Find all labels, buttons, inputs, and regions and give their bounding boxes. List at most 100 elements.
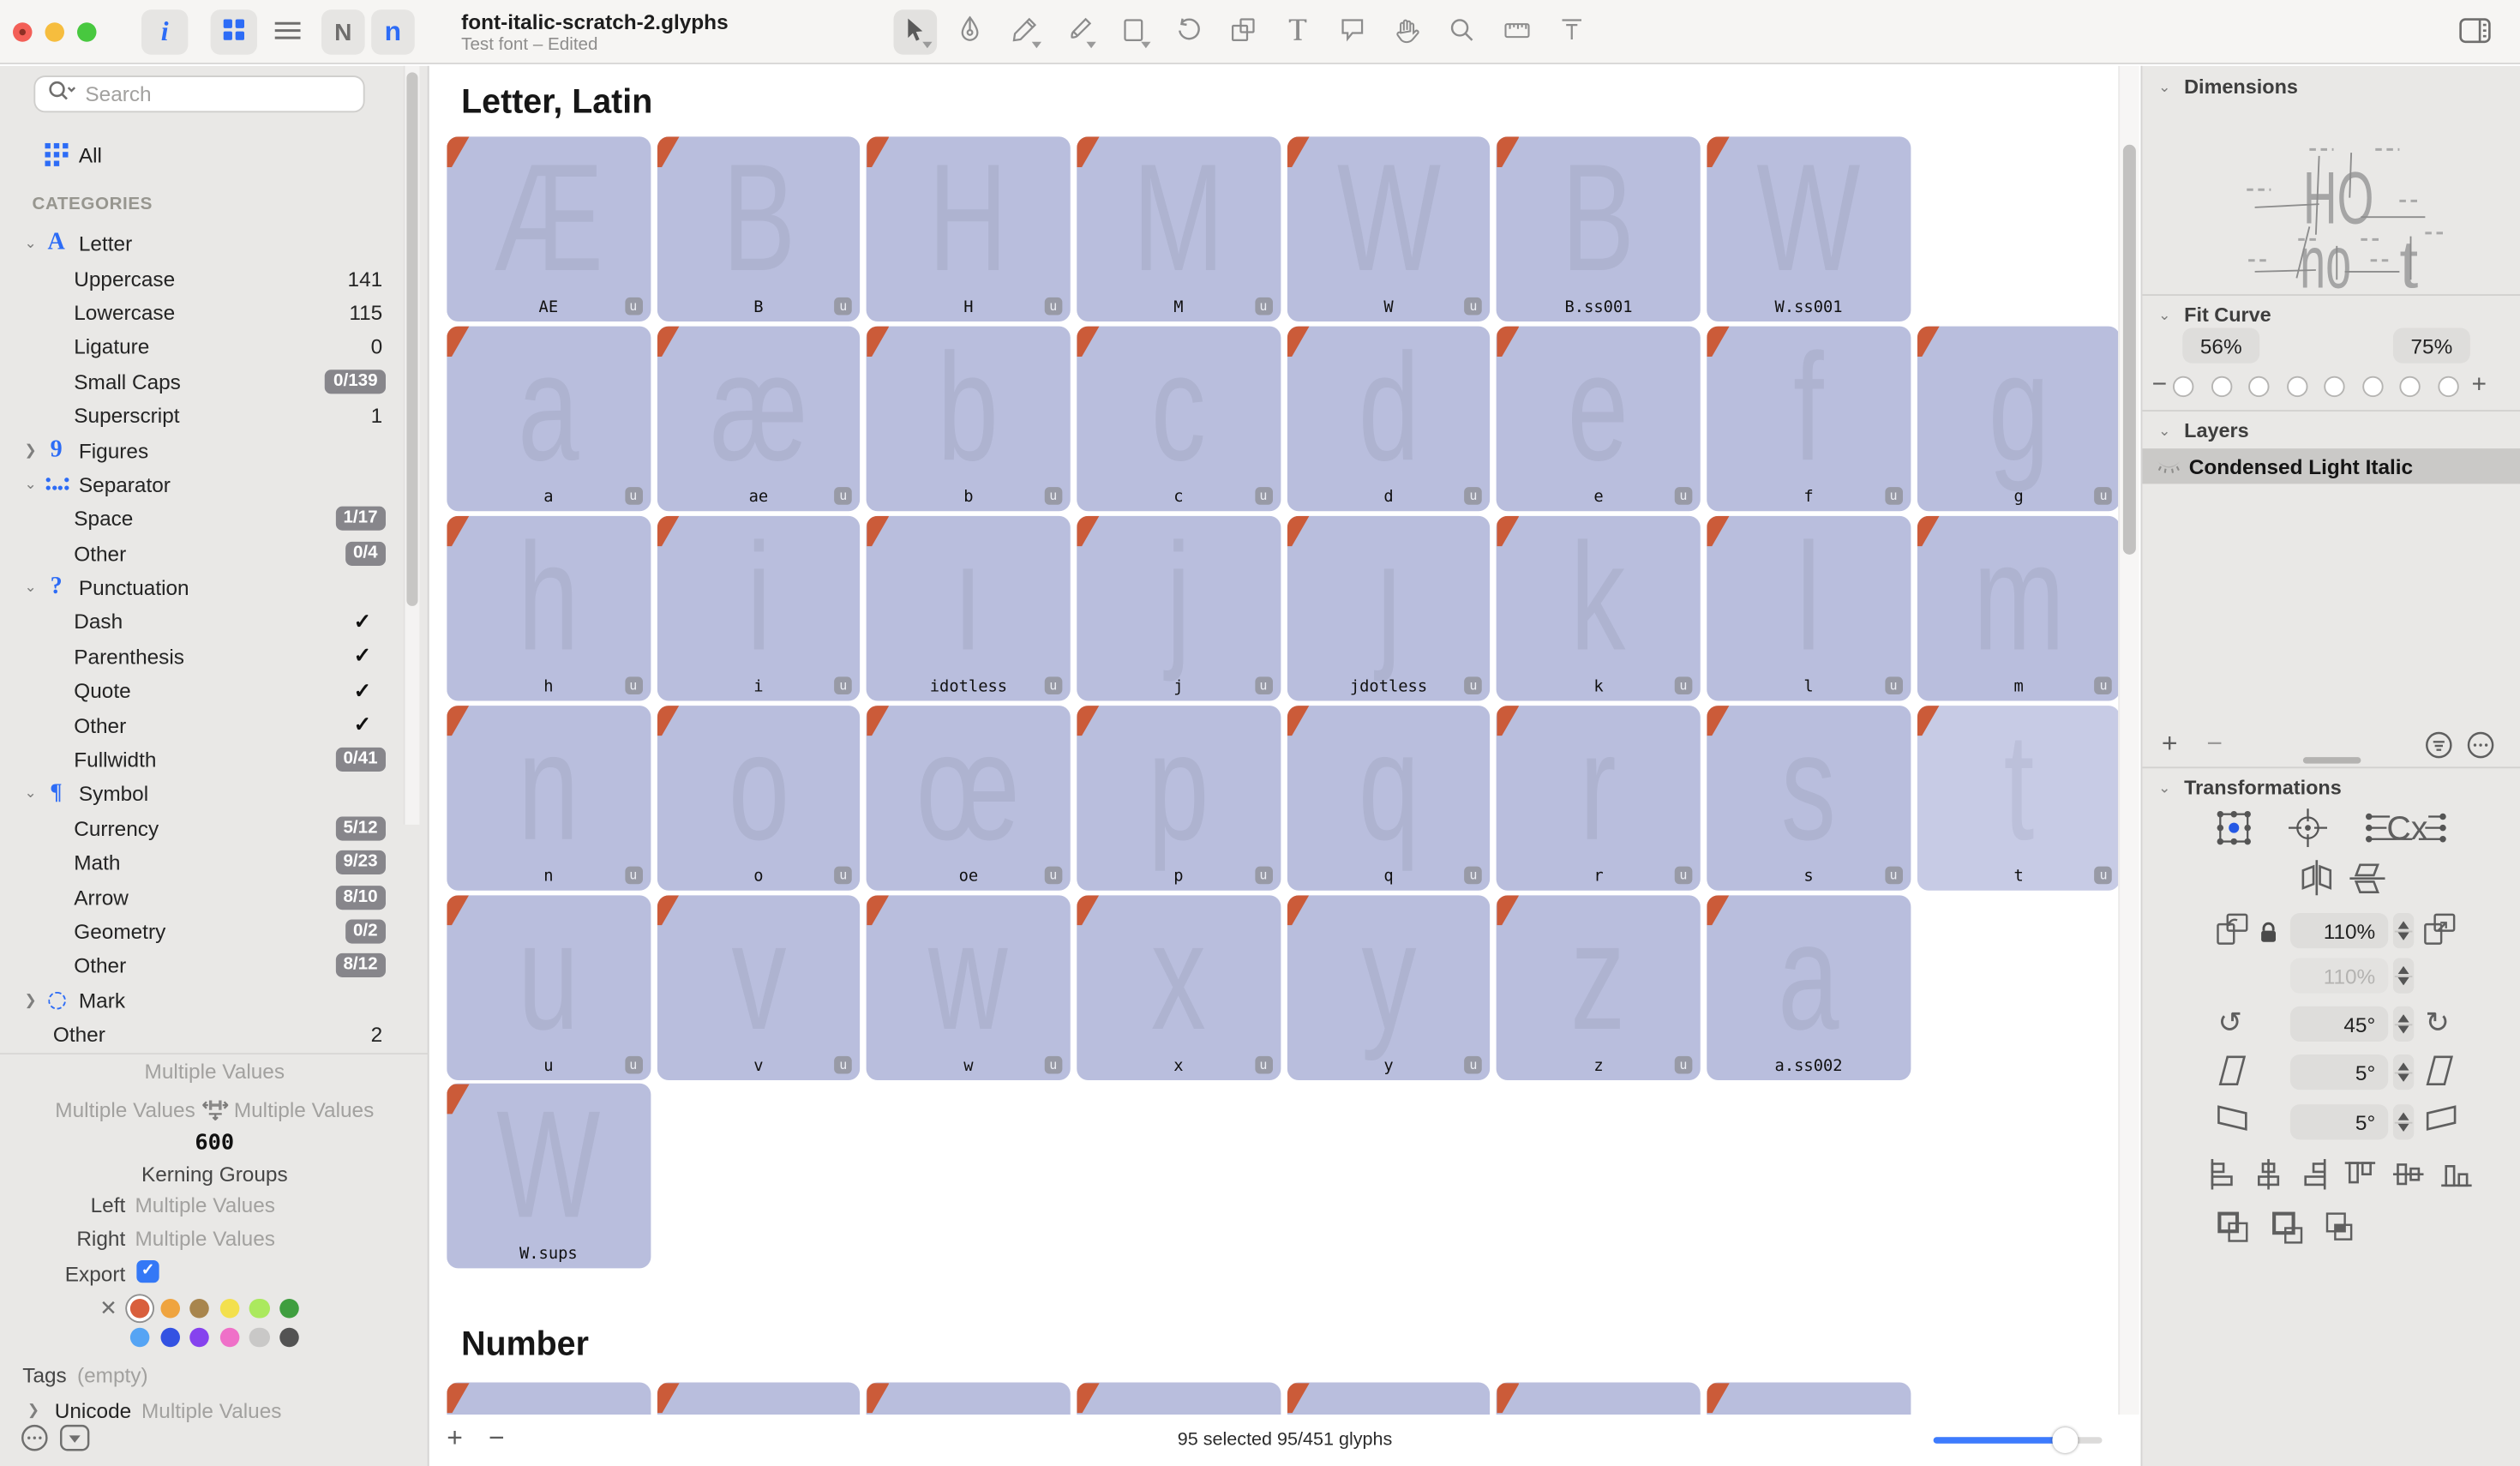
fit-curve-step-radio[interactable] (2400, 375, 2421, 397)
boolean-intersect-button[interactable] (2324, 1211, 2359, 1251)
glyph-cell-ae[interactable]: æ ae u (657, 326, 861, 512)
slider-knob[interactable] (2052, 1427, 2079, 1453)
more-options-button[interactable] (21, 1424, 48, 1457)
fit-curve-step-radio[interactable] (2324, 375, 2346, 397)
glyph-cell-a.ss002[interactable]: a a.ss002 (1707, 894, 1911, 1080)
annotation-tool[interactable] (1331, 9, 1375, 55)
color-swatch[interactable] (279, 1327, 300, 1348)
scale-y-field[interactable]: 110% (2289, 958, 2389, 994)
color-swatch[interactable] (219, 1327, 240, 1348)
rotate-ccw-button[interactable]: ↺ (2217, 1006, 2242, 1039)
zoom-in-button[interactable]: + (447, 1422, 463, 1453)
window-zoom-button[interactable] (77, 22, 97, 42)
color-swatch[interactable] (249, 1327, 270, 1348)
sidebar-item-separator[interactable]: ⌄ Separator (0, 467, 429, 502)
shapes-tool[interactable] (1113, 9, 1156, 55)
scale-x-stepper[interactable] (2392, 913, 2415, 949)
rotate-stepper[interactable] (2392, 1006, 2415, 1042)
glyph-cell-W.ss001[interactable]: W W.ss001 (1707, 136, 1911, 321)
glyph-cell-oe[interactable]: œ oe u (867, 705, 1071, 891)
sidebar-item-symbol[interactable]: ⌄ ¶ Symbol (0, 777, 429, 811)
sidebar-item-superscript[interactable]: Superscript 1 (0, 399, 429, 433)
sidebar-scrollbar-thumb[interactable] (405, 72, 417, 606)
hand-tool[interactable] (1385, 9, 1429, 55)
no-color-button[interactable]: ✕ (99, 1295, 117, 1320)
left-sidebearing-value[interactable]: Multiple Values (55, 1096, 195, 1121)
sidebar-item-quote[interactable]: Quote ✓ (0, 674, 429, 708)
disclosure-chevron-icon[interactable]: ⌄ (24, 235, 37, 251)
width-value[interactable]: 600 (195, 1130, 235, 1157)
knife-tool[interactable] (1058, 9, 1101, 55)
font-info-button[interactable]: i (141, 9, 189, 55)
transform-reference-point-button[interactable] (2289, 808, 2327, 852)
glyph-cell[interactable] (867, 1383, 1071, 1415)
disclosure-chevron-icon[interactable]: ⌄ (24, 579, 37, 595)
sidebar-item-math[interactable]: Math 9/23 (0, 845, 429, 880)
window-minimize-button[interactable] (45, 22, 64, 42)
fit-curve-step-radio[interactable] (2361, 375, 2384, 397)
zoom-tool[interactable] (1440, 9, 1484, 55)
color-swatch[interactable] (279, 1299, 300, 1319)
color-swatch[interactable] (159, 1327, 180, 1348)
align-center-horizontal-button[interactable] (2255, 1158, 2283, 1194)
sidebar-item-geometry[interactable]: Geometry 0/2 (0, 915, 429, 949)
metrics-tool[interactable] (1550, 9, 1593, 55)
glyph-cell[interactable] (1287, 1383, 1491, 1415)
disclosure-chevron-icon[interactable]: ⌄ (24, 475, 37, 492)
transform-origin-selector[interactable] (2215, 808, 2253, 852)
panel-resize-handle[interactable] (2302, 757, 2361, 764)
color-swatch[interactable] (249, 1299, 270, 1319)
glyph-cell[interactable] (1707, 1383, 1911, 1415)
glyph-cell-AE[interactable]: Æ AE u (447, 136, 651, 321)
main-scrollbar-thumb[interactable] (2121, 144, 2135, 555)
slant-left-button[interactable] (2218, 1054, 2247, 1091)
align-center-vertical-button[interactable] (2392, 1159, 2424, 1194)
layer-visibility-eye-icon[interactable] (2155, 457, 2182, 477)
kern-left-value[interactable]: Multiple Values (135, 1193, 276, 1217)
sidebar-item-other[interactable]: Other 0/4 (0, 536, 429, 570)
kern-right-value[interactable]: Multiple Values (135, 1226, 276, 1251)
layers-chevron-icon[interactable]: ⌄ (2158, 422, 2171, 438)
dimensions-chevron-icon[interactable]: ⌄ (2158, 77, 2171, 94)
sidebar-item-figures[interactable]: ❯ 9 Figures (0, 433, 429, 467)
uppercase-preview-button[interactable]: N (321, 9, 365, 55)
glyph-cell-jdotless[interactable]: ȷ jdotless u (1287, 515, 1491, 701)
fit-curve-step-radio[interactable] (2438, 375, 2459, 397)
vslant-stepper[interactable] (2392, 1104, 2415, 1140)
flip-horizontal-button[interactable] (2300, 860, 2333, 900)
scale-y-stepper[interactable] (2392, 958, 2415, 994)
fit-curve-chevron-icon[interactable]: ⌄ (2158, 306, 2171, 322)
sidebar-item-other[interactable]: Other 2 (0, 1018, 429, 1052)
layer-row-condensed-light-italic[interactable]: Condensed Light Italic (2142, 448, 2520, 484)
glyph-cell[interactable] (1497, 1383, 1701, 1415)
sidebar-item-arrow[interactable]: Arrow 8/10 (0, 880, 429, 914)
cell-size-slider[interactable] (1933, 1427, 2103, 1453)
fit-curve-plus-button[interactable]: + (2471, 371, 2487, 399)
vslant-field[interactable]: 5° (2289, 1104, 2389, 1140)
color-swatch[interactable] (129, 1327, 150, 1348)
sidebar-item-small-caps[interactable]: Small Caps 0/139 (0, 364, 429, 399)
flip-vertical-button[interactable] (2349, 862, 2385, 900)
sidebar-item-letter[interactable]: ⌄ A Letter (0, 226, 429, 261)
pencil-tool[interactable] (1003, 9, 1047, 55)
fit-curve-step-radio[interactable] (2248, 375, 2271, 397)
align-bottom-button[interactable] (2441, 1159, 2472, 1194)
boolean-union-button[interactable] (2217, 1211, 2252, 1251)
sidebar-item-mark[interactable]: ❯ Mark (0, 983, 429, 1018)
